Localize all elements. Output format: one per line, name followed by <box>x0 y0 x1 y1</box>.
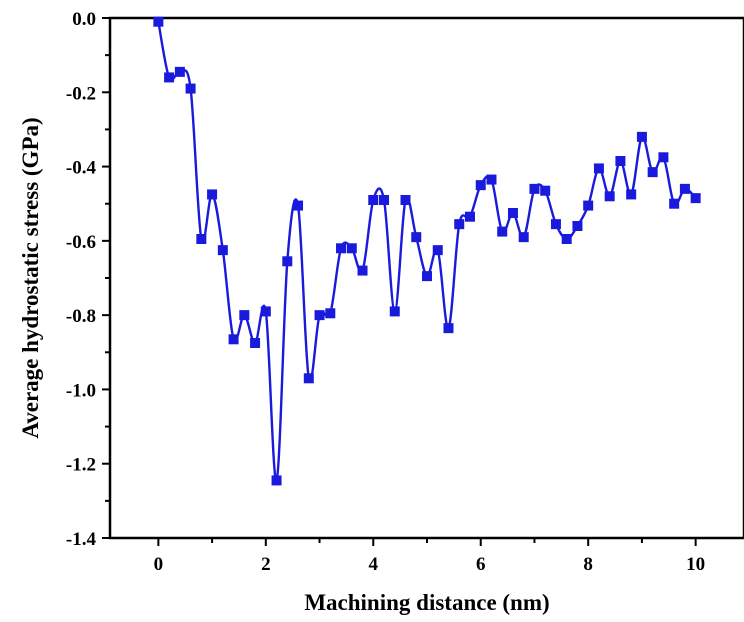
data-point <box>550 219 561 230</box>
series-markers <box>153 16 701 486</box>
data-point <box>357 265 368 276</box>
data-point <box>411 232 422 243</box>
data-point <box>282 256 293 267</box>
x-tick-label: 10 <box>686 554 705 575</box>
data-point <box>207 189 218 200</box>
data-point <box>507 208 518 218</box>
data-point <box>432 245 443 256</box>
data-point <box>389 306 400 317</box>
data-point <box>658 152 669 163</box>
data-point <box>486 174 497 185</box>
data-point <box>185 83 196 94</box>
x-axis-title: Machining distance (nm) <box>304 590 549 615</box>
data-point <box>636 131 647 142</box>
data-point <box>422 271 432 282</box>
data-point <box>464 211 475 222</box>
y-tick-label: -1.2 <box>66 455 96 476</box>
y-axis-title: Average hydrostatic stress (GPa) <box>18 117 43 438</box>
data-point <box>303 373 314 384</box>
data-point <box>368 195 379 205</box>
x-axis-ticks: 0 2 4 6 8 10 <box>154 538 705 575</box>
data-point <box>561 234 572 244</box>
y-tick-label: -1.0 <box>66 380 96 401</box>
y-tick-label: 0.0 <box>72 9 96 30</box>
data-point <box>250 338 261 348</box>
data-point <box>174 66 185 77</box>
data-point <box>196 234 207 244</box>
data-point <box>400 195 411 205</box>
data-point <box>325 308 336 319</box>
data-point <box>260 306 271 317</box>
x-tick-label: 8 <box>583 554 593 575</box>
data-point <box>379 195 390 205</box>
data-point <box>293 200 304 211</box>
data-point <box>336 243 347 254</box>
data-point <box>153 16 164 27</box>
data-point <box>583 200 594 211</box>
data-point <box>540 185 551 196</box>
data-point <box>572 221 583 231</box>
data-point <box>679 183 690 194</box>
y-tick-label: -0.4 <box>66 158 97 179</box>
data-point <box>604 191 615 202</box>
data-point <box>164 72 175 83</box>
y-axis-ticks: 0.0 -0.2 -0.4 -0.6 -0.8 -1.0 -1.2 -1.4 <box>66 9 110 550</box>
data-point <box>228 334 239 345</box>
data-point <box>593 163 604 174</box>
data-point <box>271 475 282 486</box>
data-point <box>475 180 486 191</box>
data-point <box>454 219 465 230</box>
data-point <box>314 310 325 321</box>
data-point <box>497 226 508 237</box>
data-point <box>346 243 357 254</box>
y-tick-label: -1.4 <box>66 529 97 550</box>
y-tick-label: -0.2 <box>66 83 96 104</box>
y-tick-label: -0.8 <box>66 306 96 327</box>
data-point <box>529 183 540 194</box>
x-tick-label: 2 <box>261 554 271 575</box>
data-point <box>217 245 228 256</box>
data-point <box>615 156 626 166</box>
x-tick-label: 4 <box>369 554 379 575</box>
x-tick-label: 6 <box>476 554 486 575</box>
y-tick-label: -0.6 <box>66 232 96 253</box>
data-point <box>669 198 680 209</box>
data-point <box>518 232 529 243</box>
data-point <box>690 193 701 204</box>
data-point <box>443 323 454 334</box>
data-point <box>626 189 637 200</box>
series-line <box>157 21 697 482</box>
data-point <box>647 167 658 178</box>
data-point <box>239 310 250 321</box>
x-tick-label: 0 <box>154 554 164 575</box>
